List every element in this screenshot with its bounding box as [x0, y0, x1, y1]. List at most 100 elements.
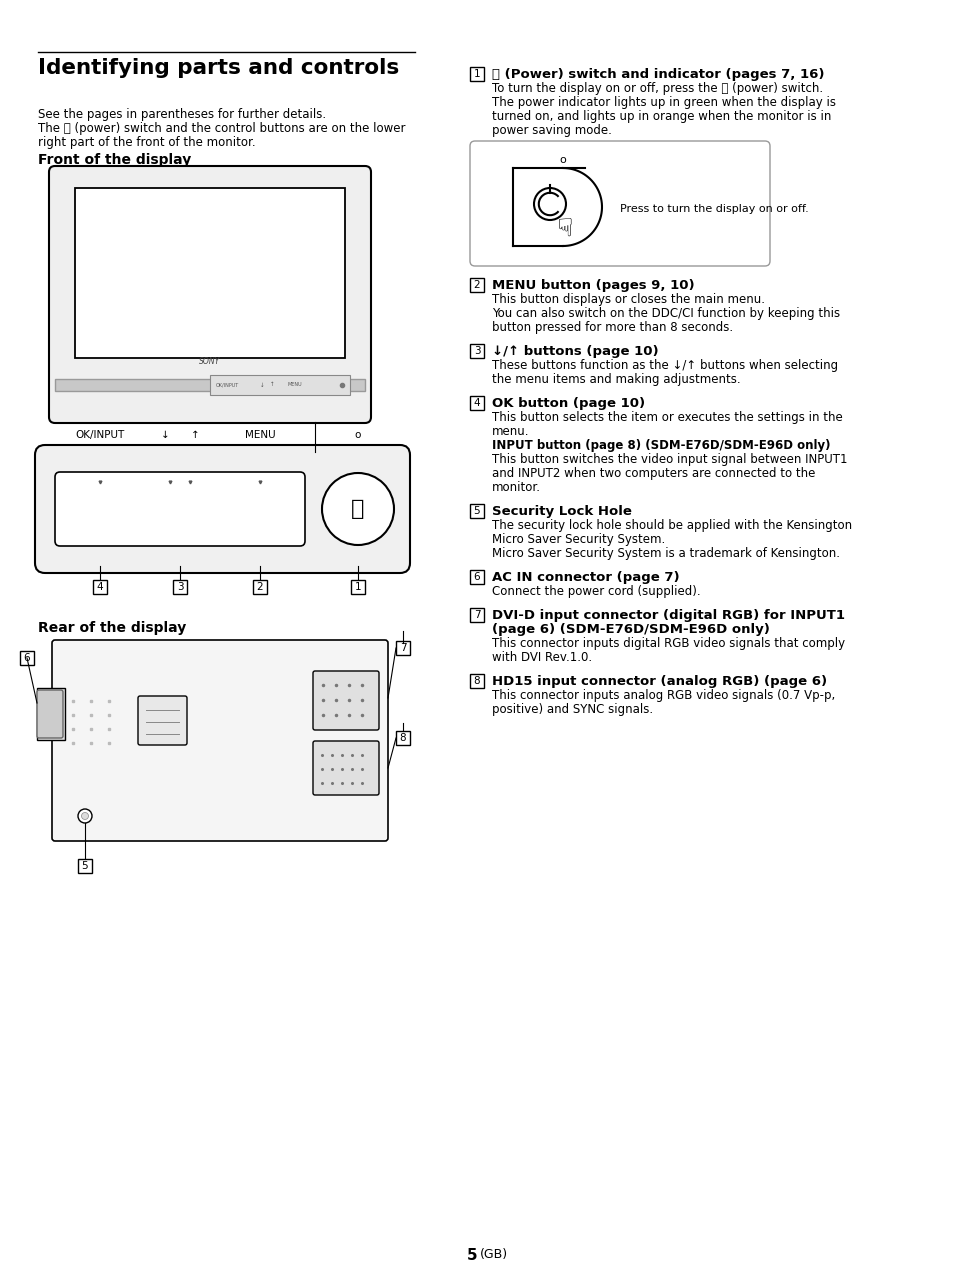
- Text: (GB): (GB): [479, 1249, 508, 1261]
- Text: 4: 4: [96, 582, 103, 592]
- Text: 2: 2: [256, 582, 263, 592]
- Text: ☞: ☞: [547, 217, 572, 240]
- Bar: [253, 580, 267, 594]
- Text: 7: 7: [474, 610, 479, 620]
- Text: See the pages in parentheses for further details.: See the pages in parentheses for further…: [38, 108, 326, 121]
- Text: 6: 6: [24, 654, 30, 662]
- Text: 4: 4: [474, 397, 479, 408]
- Text: Security Lock Hole: Security Lock Hole: [492, 505, 631, 519]
- Text: This connector inputs analog RGB video signals (0.7 Vp-p,: This connector inputs analog RGB video s…: [492, 689, 835, 702]
- Text: 5: 5: [474, 506, 479, 516]
- Text: ↑: ↑: [270, 382, 274, 387]
- Text: turned on, and lights up in orange when the monitor is in: turned on, and lights up in orange when …: [492, 110, 830, 124]
- Text: 2: 2: [474, 280, 479, 290]
- Text: 8: 8: [399, 733, 406, 743]
- Text: MENU: MENU: [244, 431, 275, 440]
- Text: The security lock hole should be applied with the Kensington: The security lock hole should be applied…: [492, 519, 851, 533]
- Text: ↓: ↓: [160, 431, 170, 440]
- Bar: [75, 189, 345, 358]
- Bar: [470, 505, 483, 519]
- Text: ⏻: ⏻: [351, 499, 364, 519]
- Text: These buttons function as the ↓/↑ buttons when selecting: These buttons function as the ↓/↑ button…: [492, 359, 838, 372]
- Bar: [55, 378, 365, 391]
- Text: and INPUT2 when two computers are connected to the: and INPUT2 when two computers are connec…: [492, 468, 815, 480]
- Text: 6: 6: [474, 572, 479, 582]
- Text: 5: 5: [82, 861, 89, 871]
- Text: OK/INPUT: OK/INPUT: [75, 431, 125, 440]
- Bar: [470, 569, 483, 583]
- Bar: [470, 674, 483, 688]
- Text: Rear of the display: Rear of the display: [38, 620, 186, 634]
- Text: Connect the power cord (supplied).: Connect the power cord (supplied).: [492, 585, 700, 598]
- Text: monitor.: monitor.: [492, 482, 540, 494]
- Text: positive) and SYNC signals.: positive) and SYNC signals.: [492, 703, 653, 716]
- Bar: [395, 731, 410, 745]
- Bar: [92, 580, 107, 594]
- Text: the menu items and making adjustments.: the menu items and making adjustments.: [492, 373, 740, 386]
- Circle shape: [322, 473, 394, 545]
- Text: 5: 5: [466, 1249, 476, 1263]
- Text: AC IN connector (page 7): AC IN connector (page 7): [492, 571, 679, 583]
- Text: ↑: ↑: [191, 431, 199, 440]
- FancyBboxPatch shape: [35, 445, 410, 573]
- Bar: [78, 859, 91, 873]
- Text: 1: 1: [474, 69, 479, 79]
- Text: with DVI Rev.1.0.: with DVI Rev.1.0.: [492, 651, 592, 664]
- Text: This button selects the item or executes the settings in the: This button selects the item or executes…: [492, 412, 841, 424]
- Text: SONY: SONY: [199, 357, 220, 366]
- Text: Micro Saver Security System.: Micro Saver Security System.: [492, 533, 664, 547]
- Bar: [172, 580, 187, 594]
- Text: Front of the display: Front of the display: [38, 153, 191, 167]
- Bar: [470, 608, 483, 622]
- Bar: [470, 344, 483, 358]
- Text: menu.: menu.: [492, 426, 529, 438]
- Text: 3: 3: [176, 582, 183, 592]
- Circle shape: [534, 189, 565, 220]
- Bar: [470, 68, 483, 82]
- Bar: [20, 651, 34, 665]
- Circle shape: [78, 809, 91, 823]
- FancyBboxPatch shape: [470, 141, 769, 266]
- Bar: [395, 641, 410, 655]
- FancyBboxPatch shape: [37, 691, 63, 738]
- Text: The power indicator lights up in green when the display is: The power indicator lights up in green w…: [492, 96, 835, 110]
- Text: ↓: ↓: [259, 382, 264, 387]
- Text: OK/INPUT: OK/INPUT: [215, 382, 239, 387]
- Bar: [55, 378, 365, 391]
- Text: power saving mode.: power saving mode.: [492, 124, 611, 138]
- Text: DVI-D input connector (digital RGB) for INPUT1: DVI-D input connector (digital RGB) for …: [492, 609, 844, 622]
- Text: OK button (page 10): OK button (page 10): [492, 397, 644, 410]
- Text: INPUT button (page 8) (SDM-E76D/SDM-E96D only): INPUT button (page 8) (SDM-E76D/SDM-E96D…: [492, 440, 830, 452]
- Text: o: o: [355, 431, 361, 440]
- FancyBboxPatch shape: [55, 471, 305, 547]
- Text: Micro Saver Security System is a trademark of Kensington.: Micro Saver Security System is a tradema…: [492, 547, 840, 561]
- Text: right part of the front of the monitor.: right part of the front of the monitor.: [38, 136, 255, 149]
- Text: To turn the display on or off, press the ⏻ (power) switch.: To turn the display on or off, press the…: [492, 82, 822, 96]
- FancyBboxPatch shape: [313, 741, 378, 795]
- Text: ↓/↑ buttons (page 10): ↓/↑ buttons (page 10): [492, 345, 658, 358]
- Text: This connector inputs digital RGB video signals that comply: This connector inputs digital RGB video …: [492, 637, 844, 650]
- Text: o: o: [559, 155, 566, 166]
- Circle shape: [81, 813, 89, 819]
- Text: Press to turn the display on or off.: Press to turn the display on or off.: [619, 204, 808, 214]
- Text: HD15 input connector (analog RGB) (page 6): HD15 input connector (analog RGB) (page …: [492, 675, 826, 688]
- Bar: [351, 580, 365, 594]
- Text: This button switches the video input signal between INPUT1: This button switches the video input sig…: [492, 454, 846, 466]
- Bar: [37, 688, 65, 740]
- Text: You can also switch on the DDC/CI function by keeping this: You can also switch on the DDC/CI functi…: [492, 307, 840, 320]
- Bar: [210, 375, 350, 395]
- Bar: [470, 278, 483, 292]
- Text: (page 6) (SDM-E76D/SDM-E96D only): (page 6) (SDM-E76D/SDM-E96D only): [492, 623, 769, 636]
- Bar: [470, 396, 483, 410]
- Text: The ⏻ (power) switch and the control buttons are on the lower: The ⏻ (power) switch and the control but…: [38, 122, 405, 135]
- Text: 7: 7: [399, 643, 406, 654]
- Text: button pressed for more than 8 seconds.: button pressed for more than 8 seconds.: [492, 321, 732, 334]
- FancyBboxPatch shape: [52, 640, 388, 841]
- FancyBboxPatch shape: [138, 696, 187, 745]
- Text: This button displays or closes the main menu.: This button displays or closes the main …: [492, 293, 764, 306]
- Text: MENU: MENU: [288, 382, 302, 387]
- FancyBboxPatch shape: [313, 671, 378, 730]
- Text: 1: 1: [355, 582, 361, 592]
- FancyBboxPatch shape: [49, 166, 371, 423]
- Text: 8: 8: [474, 676, 479, 685]
